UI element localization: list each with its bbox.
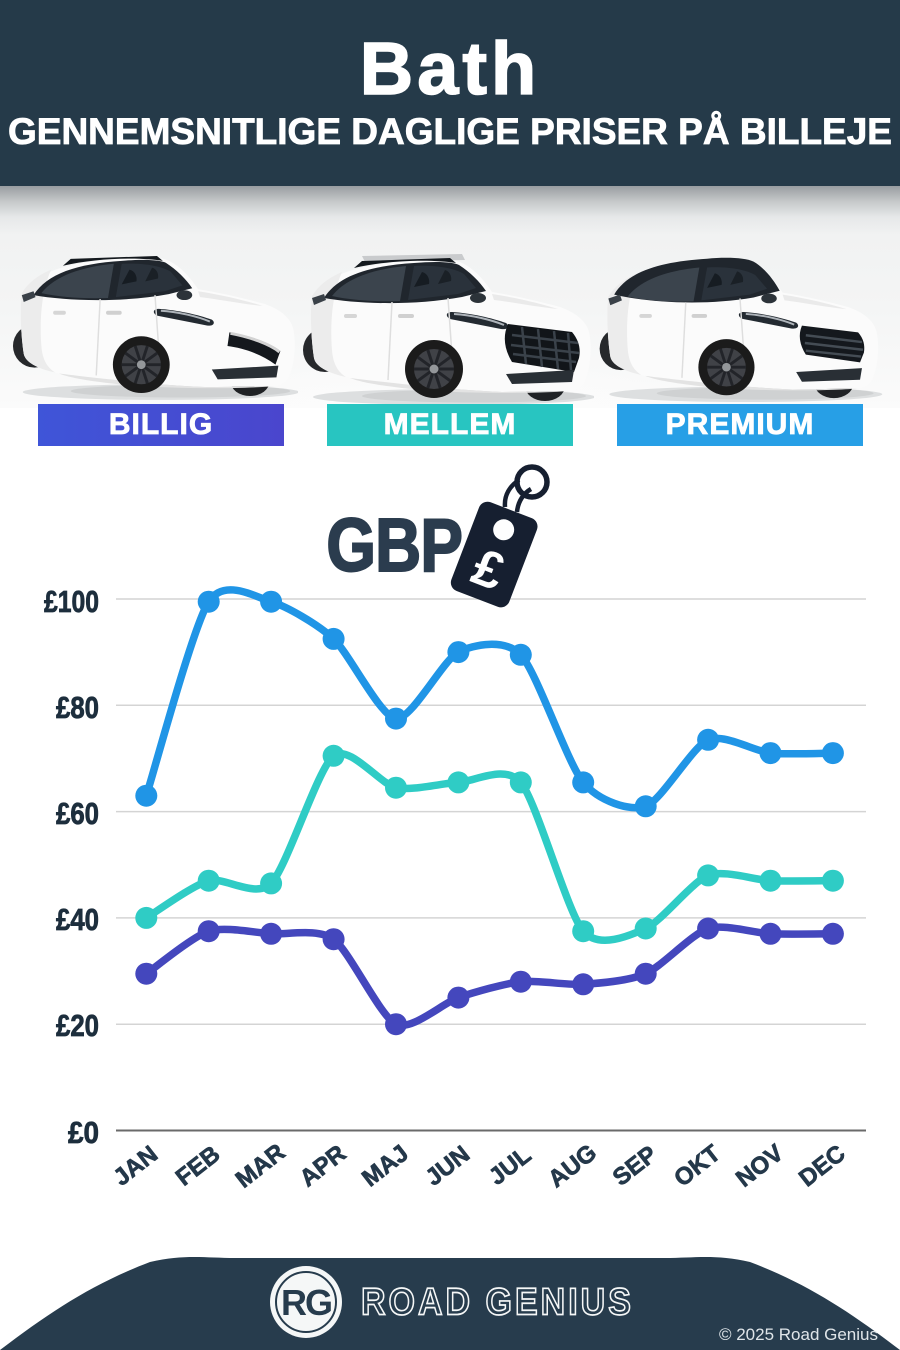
svg-text:RG: RG: [281, 1282, 331, 1323]
svg-text:DEC: DEC: [794, 1140, 851, 1192]
svg-text:JUL: JUL: [484, 1141, 536, 1190]
svg-text:£20: £20: [56, 1008, 99, 1043]
svg-text:AUG: AUG: [543, 1139, 602, 1193]
svg-text:£40: £40: [56, 902, 99, 937]
svg-text:MAJ: MAJ: [357, 1140, 414, 1192]
svg-text:£60: £60: [56, 796, 99, 831]
svg-text:JAN: JAN: [108, 1141, 162, 1192]
svg-text:MAR: MAR: [231, 1139, 291, 1194]
svg-text:APR: APR: [295, 1140, 352, 1192]
svg-text:OKT: OKT: [669, 1140, 726, 1193]
svg-text:£0: £0: [68, 1115, 99, 1150]
svg-text:SEP: SEP: [608, 1141, 662, 1192]
svg-text:NOV: NOV: [731, 1139, 789, 1192]
svg-text:FEB: FEB: [171, 1141, 225, 1192]
svg-text:JUN: JUN: [421, 1141, 475, 1192]
svg-text:£80: £80: [56, 690, 99, 725]
svg-text:£100: £100: [44, 584, 99, 619]
